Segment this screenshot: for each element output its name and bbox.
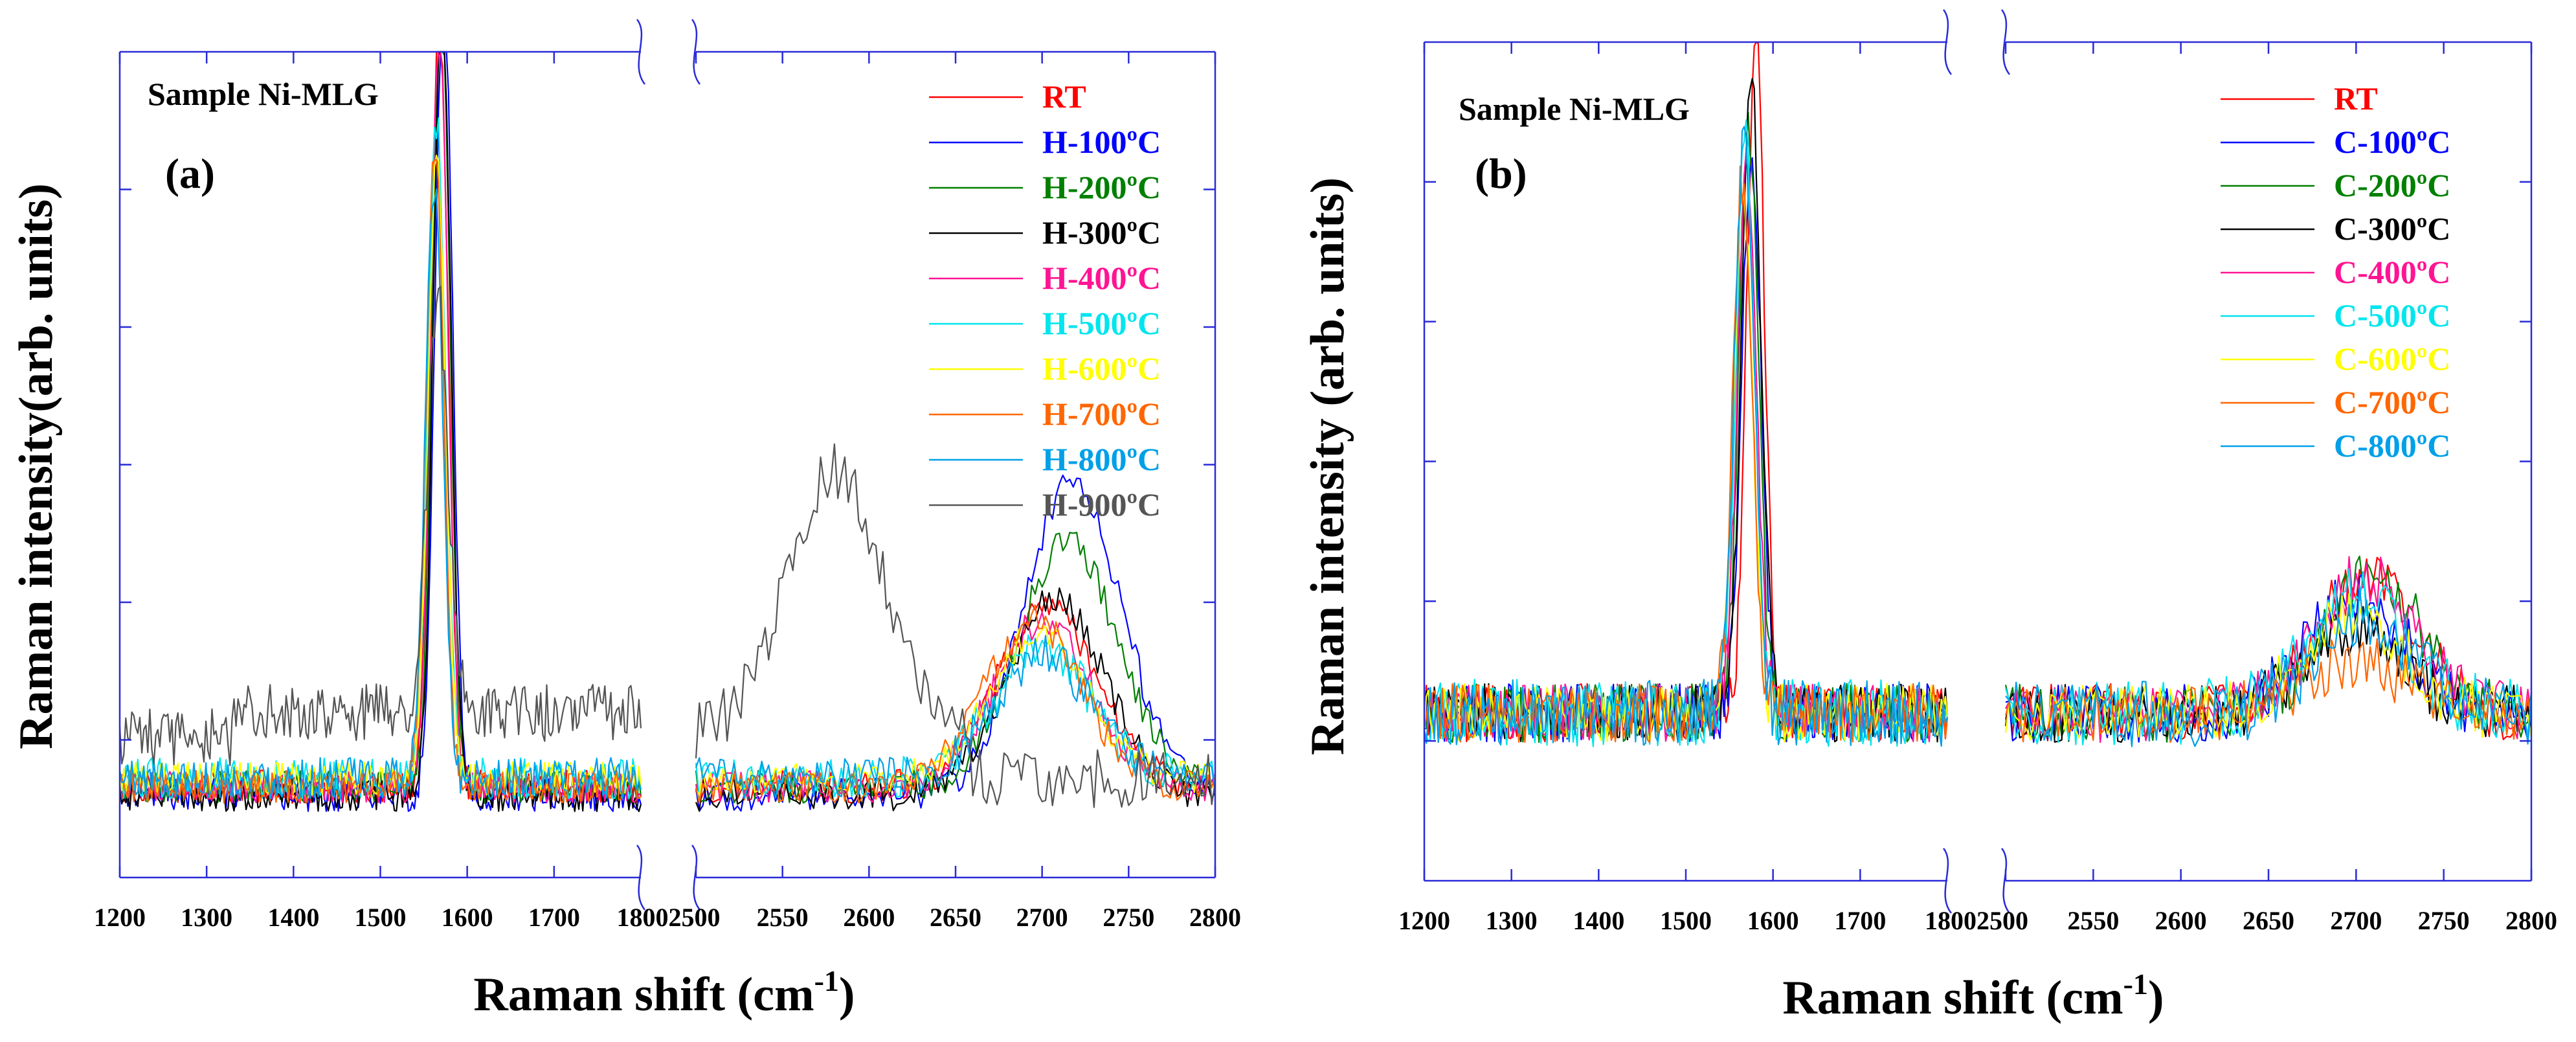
axis-break-mark xyxy=(691,844,700,911)
x-tick-label: 1400 xyxy=(267,903,319,932)
series-line-h-500-c-seg2 xyxy=(695,634,1216,800)
x-tick-label: 1200 xyxy=(94,903,146,932)
axis-break-mark xyxy=(2000,848,2010,914)
x-tick-label: 1700 xyxy=(528,903,580,932)
legend-label: C-200ºC xyxy=(2334,167,2450,203)
legend-label: H-700ºC xyxy=(1042,396,1161,432)
series-line-c-300-c-seg2 xyxy=(2004,606,2533,743)
x-tick-label: 2600 xyxy=(2155,906,2207,935)
legend-label: C-300ºC xyxy=(2334,210,2450,247)
series-line-h-900-c-seg2 xyxy=(695,443,1216,808)
series-line-c-100-c-seg1 xyxy=(1423,157,1949,743)
x-tick-label: 2700 xyxy=(2330,906,2382,935)
series-line-h-900-c-seg1 xyxy=(118,286,642,766)
x-tick-label: 2650 xyxy=(2243,906,2294,935)
series-line-rt-seg1 xyxy=(1423,41,1949,743)
series-line-c-700-c-seg1 xyxy=(1423,165,1949,743)
legend-label: C-400ºC xyxy=(2334,254,2450,290)
legend-label: H-400ºC xyxy=(1042,260,1161,296)
x-tick-label: 1300 xyxy=(181,903,232,932)
series-line-c-500-c-seg1 xyxy=(1423,119,1948,747)
x-tick-label: 2550 xyxy=(2067,906,2119,935)
axis-break-mark xyxy=(691,19,700,85)
series-line-c-800-c-seg1 xyxy=(1423,126,1949,747)
panel-b-label: (b) xyxy=(1475,150,1527,198)
x-tick-label: 2550 xyxy=(757,903,809,932)
x-tick-label: 1300 xyxy=(1486,906,1538,935)
x-tick-label: 18002500 xyxy=(617,903,721,932)
panel-b-ticks: 1200 1300 1400 1500 1600 1700 18002500 2550 2600… xyxy=(1398,42,2557,935)
series-line-h-700-c-seg1 xyxy=(119,159,642,804)
legend-label: H-200ºC xyxy=(1042,169,1161,205)
series-line-h-600-c-seg1 xyxy=(118,154,642,796)
x-tick-label: 1600 xyxy=(442,903,493,932)
panel-a-ylabel: Raman intensity(arb. units) xyxy=(10,183,63,749)
series-line-h-700-c-seg2 xyxy=(695,604,1216,804)
panel-a-sample-label: Sample Ni-MLG xyxy=(148,76,379,112)
x-tick-label: 1600 xyxy=(1747,906,1799,935)
legend-label: C-100ºC xyxy=(2334,124,2450,160)
legend-label: H-500ºC xyxy=(1042,305,1161,341)
x-tick-label: 2600 xyxy=(843,903,895,932)
legend-label: C-700ºC xyxy=(2334,384,2450,420)
x-tick-label: 2700 xyxy=(1016,903,1068,932)
x-tick-label: 2750 xyxy=(2418,906,2470,935)
series-line-c-400-c-seg1 xyxy=(1423,149,1949,743)
legend-label: H-600ºC xyxy=(1042,350,1161,387)
panel-b-legend: RT C-100ºC C-200ºC C-300ºC C-400ºC C-500ºC C-6… xyxy=(2221,80,2450,464)
legend-label: RT xyxy=(1042,78,1086,115)
x-tick-label: 2800 xyxy=(2505,906,2557,935)
axis-break-mark xyxy=(1942,848,1952,914)
x-tick-label: 2800 xyxy=(1189,903,1241,932)
legend-label: C-600ºC xyxy=(2334,341,2450,377)
x-tick-label: 1500 xyxy=(1660,906,1712,935)
legend-label: C-800ºC xyxy=(2334,427,2450,464)
series-line-c-700-c-seg2 xyxy=(2004,638,2533,743)
x-tick-label: 1500 xyxy=(355,903,407,932)
x-tick-label: 1400 xyxy=(1573,906,1624,935)
axis-break-mark xyxy=(2000,9,2010,75)
panel-a: 1200 1300 1400 1500 1600 1700 18002500 2550 2600… xyxy=(10,19,1241,1021)
axis-break-mark xyxy=(1942,9,1952,75)
x-tick-label: 1200 xyxy=(1398,906,1450,935)
x-tick-label: 18002500 xyxy=(1925,906,2028,935)
x-tick-label: 1700 xyxy=(1834,906,1886,935)
axis-break-mark xyxy=(636,19,645,85)
series-line-rt-seg2 xyxy=(2004,556,2533,742)
series-line-h-100-c-seg2 xyxy=(695,474,1216,812)
series-line-c-600-c-seg1 xyxy=(1423,192,1949,743)
legend-label: RT xyxy=(2334,80,2378,117)
panel-a-legend: RT H-100ºC H-200ºC H-300ºC H-400ºC H-500ºC H-6… xyxy=(929,78,1161,523)
panel-b-ylabel: Raman intensity (arb. units) xyxy=(1301,177,1354,755)
series-line-c-100-c-seg2 xyxy=(2005,571,2533,743)
panel-a-label: (a) xyxy=(165,150,215,198)
series-line-h-800-c-seg2 xyxy=(695,635,1216,799)
panel-b-xlabel: Raman shift (cm-1) xyxy=(1782,968,2164,1025)
x-tick-label: 2650 xyxy=(930,903,981,932)
series-line-c-800-c-seg2 xyxy=(2005,586,2533,747)
panel-a-ticks: 1200 1300 1400 1500 1600 1700 18002500 2550 2600… xyxy=(94,52,1241,932)
panel-b-sample-label: Sample Ni-MLG xyxy=(1459,91,1690,127)
panel-b-series xyxy=(1423,41,2533,747)
series-line-c-200-c-seg1 xyxy=(1424,111,1949,743)
legend-label: H-100ºC xyxy=(1042,124,1161,160)
legend-label: H-800ºC xyxy=(1042,441,1161,477)
axis-break-mark xyxy=(636,844,645,911)
legend-label: C-500ºC xyxy=(2334,297,2450,334)
series-line-h-800-c-seg1 xyxy=(118,188,642,800)
panel-a-xlabel: Raman shift (cm-1) xyxy=(473,964,855,1021)
panel-a-series xyxy=(118,51,1216,812)
legend-label: H-900ºC xyxy=(1042,486,1161,523)
x-tick-label: 2750 xyxy=(1103,903,1154,932)
series-line-c-600-c-seg2 xyxy=(2004,593,2533,741)
panel-b: 1200 1300 1400 1500 1600 1700 18002500 2550 2600… xyxy=(1301,9,2557,1025)
legend-label: H-300ºC xyxy=(1042,214,1161,251)
series-line-c-500-c-seg2 xyxy=(2004,568,2533,745)
